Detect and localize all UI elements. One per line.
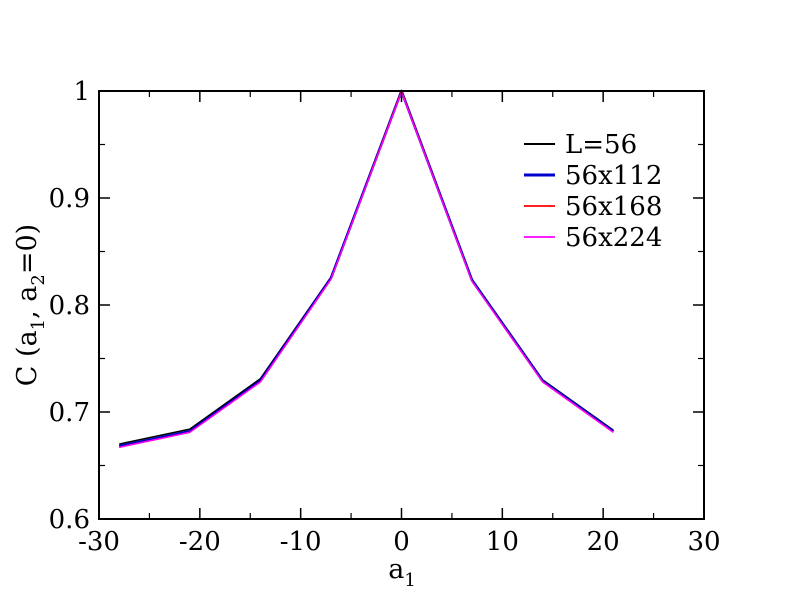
x-tick-label-2: -10: [280, 527, 322, 557]
y-axis-title: C (a1, a2=0): [12, 224, 49, 386]
y-tick-label-1: 0.7: [49, 398, 90, 428]
x-tick-label-3: 0: [393, 527, 410, 557]
ticks-layer: [98, 90, 705, 520]
x-tick-label-0: -30: [78, 527, 120, 557]
series-line-3: [119, 91, 614, 448]
y-tick-label-0: 0.6: [49, 505, 90, 535]
x-tick-label-1: -20: [179, 527, 221, 557]
y-tick-label-4: 1: [73, 77, 90, 107]
legend-label-0: L=56: [565, 130, 637, 160]
x-tick-label-6: 30: [687, 527, 720, 557]
y-tick-label-2: 0.8: [49, 291, 90, 321]
legend-label-2: 56x168: [565, 192, 662, 222]
x-tick-label-5: 20: [587, 527, 620, 557]
legend-label-3: 56x224: [565, 223, 662, 253]
legend-label-1: 56x112: [565, 161, 662, 191]
y-tick-label-3: 0.9: [49, 184, 90, 214]
tick-labels-layer: -30 -20 -10 0 10 20 30 0.6 0.7 0.8 0.9 1: [49, 77, 721, 557]
x-axis-title: a1: [388, 554, 416, 591]
series-layer: [118, 89, 615, 448]
x-tick-label-4: 10: [486, 527, 519, 557]
